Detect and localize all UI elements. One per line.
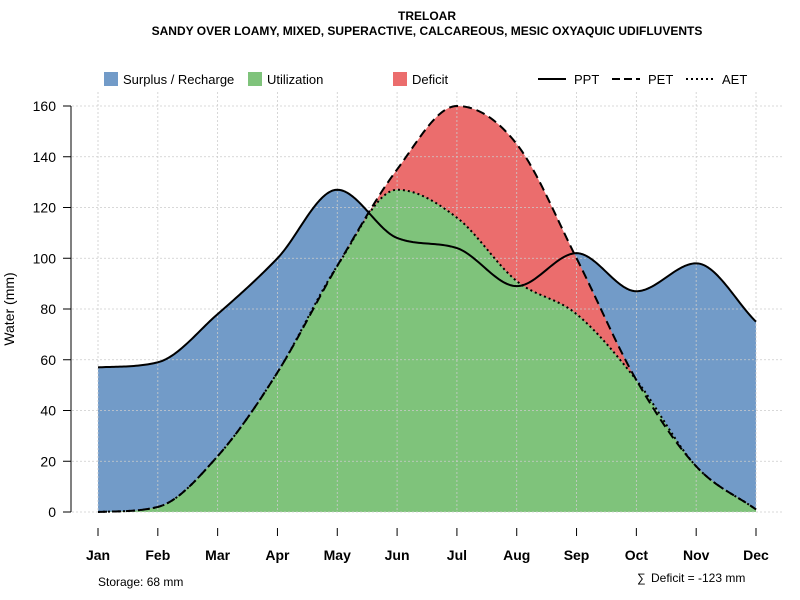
x-tick-label-nov: Nov xyxy=(683,547,710,563)
legend-label-ppt: PPT xyxy=(574,72,599,87)
y-tick-label: 140 xyxy=(33,149,57,165)
legend: Surplus / Recharge Utilization Deficit P… xyxy=(104,72,747,87)
x-tick-label-aug: Aug xyxy=(503,547,530,563)
series-lines xyxy=(97,105,757,513)
y-tick-label: 80 xyxy=(40,301,56,317)
legend-label-deficit: Deficit xyxy=(412,72,449,87)
y-axis: 0 20 40 60 80 100 120 140 160 xyxy=(33,98,72,520)
x-tick-label-dec: Dec xyxy=(743,547,769,563)
x-tick-label-may: May xyxy=(324,547,351,563)
deficit-label: Deficit = -123 mm xyxy=(651,571,745,585)
legend-swatch-deficit xyxy=(393,72,407,86)
y-tick-label: 40 xyxy=(40,403,56,419)
x-tick-label-sep: Sep xyxy=(564,547,590,563)
y-tick-label: 60 xyxy=(40,352,56,368)
x-tick-label-apr: Apr xyxy=(265,547,290,563)
deficit-sum-icon: ∑ xyxy=(637,571,646,585)
y-axis-title: Water (mm) xyxy=(1,272,17,345)
y-tick-label: 100 xyxy=(33,250,57,266)
series-line-pet xyxy=(97,105,757,513)
series-line-ppt xyxy=(97,188,757,369)
x-tick-label-oct: Oct xyxy=(625,547,649,563)
y-tick-label: 20 xyxy=(40,453,56,469)
legend-label-aet: AET xyxy=(722,72,747,87)
legend-swatch-utilization xyxy=(248,72,262,86)
x-tick-label-jan: Jan xyxy=(86,547,110,563)
x-tick-label-jul: Jul xyxy=(447,547,467,563)
x-axis: Jan Feb Mar Apr May Jun Jul Aug Sep Oct Nov Dec xyxy=(86,528,769,563)
storage-label: Storage: 68 mm xyxy=(98,575,183,589)
chart-title: TRELOAR xyxy=(398,9,456,23)
utilization-area xyxy=(98,189,756,513)
legend-label-pet: PET xyxy=(648,72,673,87)
y-tick-label: 160 xyxy=(33,98,57,114)
y-tick-label: 120 xyxy=(33,200,57,216)
chart-subtitle: SANDY OVER LOAMY, MIXED, SUPERACTIVE, CA… xyxy=(152,24,703,38)
legend-label-utilization: Utilization xyxy=(267,72,323,87)
legend-swatch-surplus xyxy=(104,72,118,86)
x-tick-label-jun: Jun xyxy=(385,547,410,563)
y-tick-label: 0 xyxy=(48,504,56,520)
legend-label-surplus: Surplus / Recharge xyxy=(123,72,234,87)
series-line-aet xyxy=(97,188,757,513)
x-tick-label-feb: Feb xyxy=(145,547,170,563)
area-fills xyxy=(98,106,756,513)
x-tick-label-mar: Mar xyxy=(205,547,230,563)
gridlines xyxy=(72,92,782,513)
